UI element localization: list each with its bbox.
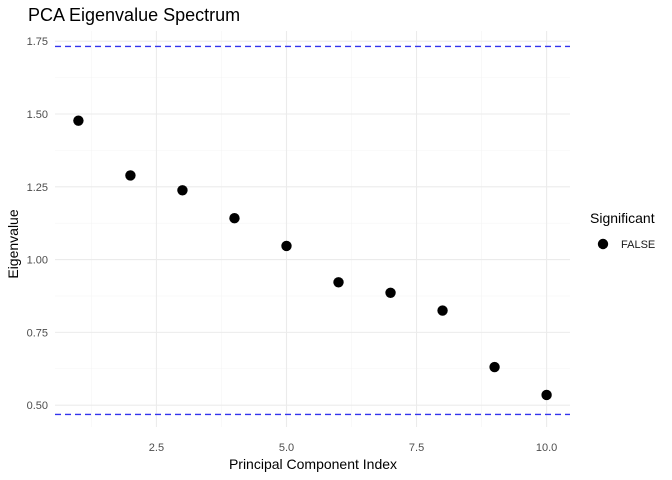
y-axis-title: Eigenvalue (5, 209, 21, 278)
data-point-pc3 (177, 185, 188, 196)
data-point-pc2 (125, 170, 136, 181)
y-tick-label: 1.50 (27, 109, 48, 121)
y-tick-label: 0.75 (27, 327, 48, 339)
data-point-pc6 (333, 277, 344, 288)
legend: Significant FALSE (590, 210, 655, 251)
x-tick-label: 10.0 (536, 442, 557, 454)
y-tick-label: 1.00 (27, 255, 48, 267)
data-point-pc1 (73, 115, 84, 126)
reference-lines (55, 45, 570, 416)
data-point-pc9 (489, 361, 500, 373)
y-tick-labels: 0.50 0.75 1.00 1.25 1.50 1.75 (27, 36, 48, 412)
x-tick-label: 7.5 (409, 442, 424, 454)
grid-layer (55, 31, 570, 427)
chart-title: PCA Eigenvalue Spectrum (28, 5, 240, 25)
y-tick-label: 1.25 (27, 182, 48, 194)
y-tick-label: 0.50 (27, 400, 48, 412)
legend-key-false (597, 238, 609, 250)
data-point-pc7 (385, 287, 396, 298)
data-point-pc10 (541, 389, 552, 401)
x-axis-title: Principal Component Index (229, 456, 397, 472)
legend-label-false: FALSE (621, 239, 655, 251)
y-tick-label: 1.75 (27, 36, 48, 48)
x-tick-label: 2.5 (149, 442, 164, 454)
data-point-pc4 (229, 213, 240, 224)
x-tick-label: 5.0 (279, 442, 294, 454)
x-tick-labels: 2.5 5.0 7.5 10.0 (149, 442, 558, 454)
data-point-pc5 (281, 240, 292, 252)
legend-title: Significant (590, 210, 655, 226)
data-point-pc8 (437, 305, 448, 316)
data-points (73, 115, 552, 401)
